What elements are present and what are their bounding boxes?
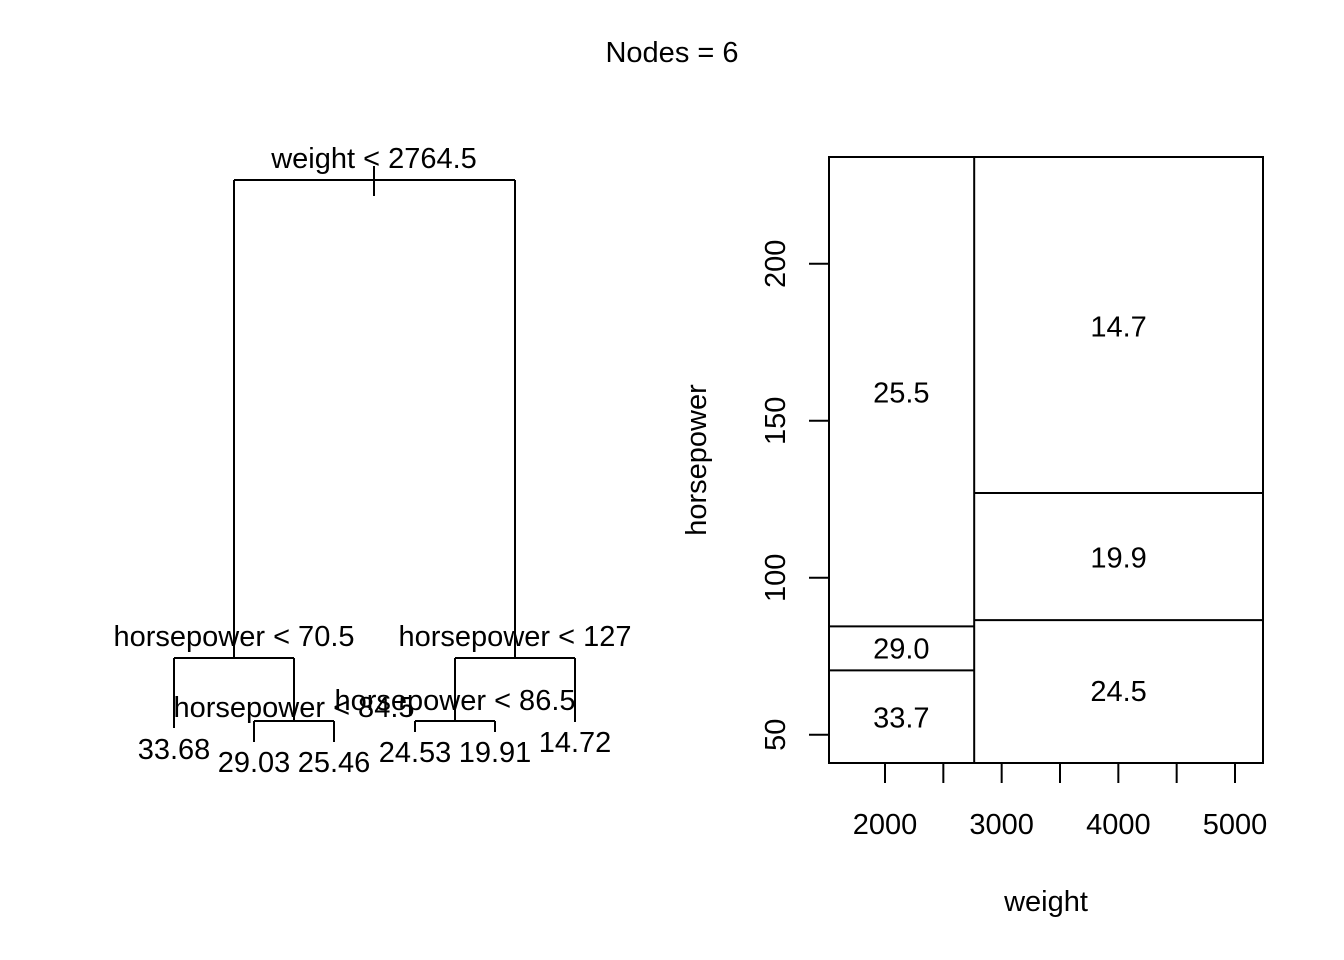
- split-label-left-sub: horsepower < 84.5: [173, 692, 414, 724]
- leaf-value: 33.68: [138, 734, 211, 766]
- plot-box: [828, 156, 1264, 764]
- split-label-right: horsepower < 127: [399, 621, 632, 653]
- x-tick-label: 2000: [853, 809, 918, 841]
- partition-regions: 33.7 29.0 25.5 24.5 19.9 14.7: [873, 312, 1147, 735]
- y-tick-label: 200: [760, 240, 792, 288]
- partition-splits: [829, 157, 1263, 763]
- y-axis-label: horsepower: [681, 384, 713, 536]
- x-tick-label: 5000: [1203, 809, 1268, 841]
- region-label: 14.7: [1090, 312, 1146, 344]
- x-tick-label: 4000: [1086, 809, 1151, 841]
- region-label: 25.5: [873, 377, 929, 409]
- y-tick-label: 100: [760, 554, 792, 602]
- x-tick-label: 3000: [969, 809, 1034, 841]
- y-axis: 50 100 150 200: [760, 240, 829, 751]
- split-label-root: weight < 2764.5: [270, 143, 477, 175]
- region-label: 24.5: [1090, 676, 1146, 708]
- region-label: 29.0: [873, 633, 929, 665]
- region-label: 33.7: [873, 702, 929, 734]
- leaf-value: 25.46: [298, 747, 371, 779]
- partition-panel: 2000 3000 4000 5000 50 100 150 200 33.7 29.0 25.…: [681, 156, 1268, 918]
- region-label: 19.9: [1090, 542, 1146, 574]
- x-axis-label: weight: [1003, 886, 1088, 918]
- leaf-value: 14.72: [539, 727, 612, 759]
- leaf-value: 19.91: [459, 737, 532, 769]
- leaf-value: 24.53: [379, 737, 452, 769]
- tree-branches: [173, 166, 576, 742]
- y-tick-label: 150: [760, 397, 792, 445]
- split-label-left: horsepower < 70.5: [113, 621, 354, 653]
- tree-panel: weight < 2764.5 horsepower < 70.5 horsep…: [113, 143, 631, 779]
- leaf-value: 29.03: [218, 747, 291, 779]
- chart-title: Nodes = 6: [605, 37, 738, 69]
- split-label-right-sub: horsepower < 86.5: [334, 685, 575, 717]
- y-tick-label: 50: [760, 719, 792, 751]
- x-axis: 2000 3000 4000 5000: [853, 763, 1268, 841]
